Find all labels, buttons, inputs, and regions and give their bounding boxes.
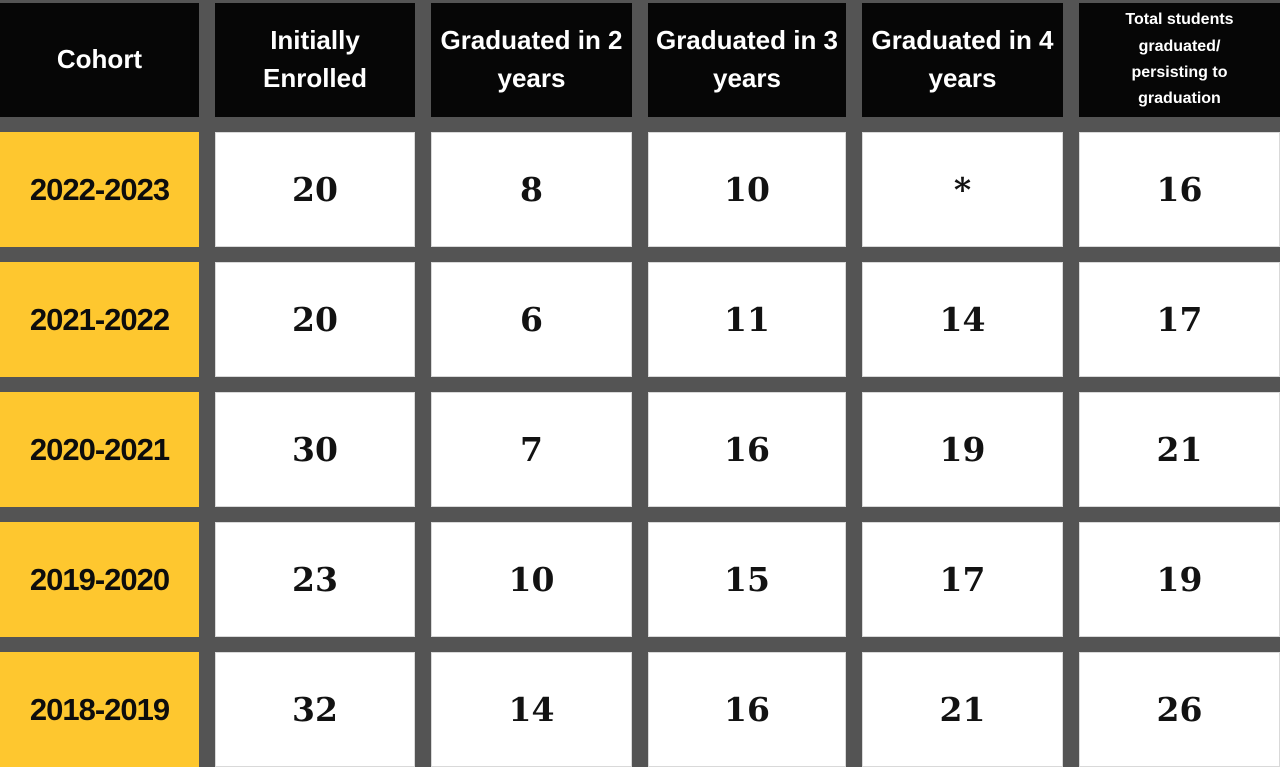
cell-value: 14 [508, 690, 555, 729]
cell-value: 19 [939, 430, 986, 469]
cell-value: 23 [292, 560, 338, 599]
cell-value: 32 [292, 690, 338, 729]
data-cell: 20 [215, 262, 415, 377]
cohort-cell: 2022-2023 [0, 132, 199, 247]
data-cell: 14 [431, 652, 632, 767]
data-cell: 14 [862, 262, 1063, 377]
header-cell-graduated-4-years: Graduated in 4 years [862, 3, 1063, 117]
cell-value: 17 [939, 560, 986, 599]
header-cell-cohort: Cohort [0, 3, 199, 117]
cell-value: 20 [292, 170, 338, 209]
data-cell: 17 [862, 522, 1063, 637]
cohort-label: 2019-2020 [29, 561, 170, 597]
cell-value: 6 [520, 300, 543, 339]
data-cell: 16 [648, 392, 846, 507]
data-cell: 16 [648, 652, 846, 767]
cell-value: 7 [520, 430, 543, 469]
data-cell: 26 [1079, 652, 1280, 767]
header-cell-total-graduated: Total students graduated/ persisting to … [1079, 3, 1280, 117]
cell-value: 8 [520, 170, 543, 209]
data-cell: 30 [215, 392, 415, 507]
cell-value: 16 [1156, 170, 1203, 209]
cell-value: 14 [939, 300, 986, 339]
header-cell-graduated-2-years: Graduated in 2 years [431, 3, 632, 117]
cell-value: 15 [724, 560, 770, 599]
header-label: Total students graduated/ persisting to … [1125, 11, 1234, 108]
cohort-cell: 2018-2019 [0, 652, 199, 767]
data-cell: 19 [1079, 522, 1280, 637]
data-cell: 23 [215, 522, 415, 637]
cohort-label: 2018-2019 [29, 691, 170, 727]
data-cell: 8 [431, 132, 632, 247]
cell-value: 11 [724, 300, 770, 339]
cohort-cell: 2020-2021 [0, 392, 199, 507]
cell-value: 21 [939, 690, 986, 729]
data-cell: 15 [648, 522, 846, 637]
data-cell: 32 [215, 652, 415, 767]
header-cell-initially-enrolled: Initially Enrolled [215, 3, 415, 117]
data-cell: 10 [648, 132, 846, 247]
data-cell: 20 [215, 132, 415, 247]
data-cell: 21 [1079, 392, 1280, 507]
cohort-cell: 2019-2020 [0, 522, 199, 637]
cohort-cell: 2021-2022 [0, 262, 199, 377]
cell-value: 10 [724, 170, 770, 209]
cell-value: 17 [1156, 300, 1203, 339]
cell-value: 30 [292, 430, 338, 469]
cell-value: 10 [508, 560, 555, 599]
data-cell: 19 [862, 392, 1063, 507]
data-cell: 10 [431, 522, 632, 637]
data-cell: 6 [431, 262, 632, 377]
cell-value: 16 [724, 430, 770, 469]
header-label: Initially Enrolled [262, 25, 367, 93]
header-label: Cohort [56, 44, 143, 75]
cell-value: 20 [292, 300, 338, 339]
cell-value: * [953, 170, 972, 209]
header-label: Graduated in 2 years [440, 25, 623, 93]
cell-value: 26 [1156, 690, 1203, 729]
cell-value: 21 [1156, 430, 1203, 469]
data-cell: 17 [1079, 262, 1280, 377]
header-label: Graduated in 4 years [871, 25, 1054, 93]
cohort-label: 2020-2021 [29, 431, 170, 467]
cohort-label: 2021-2022 [29, 301, 170, 337]
cell-value: 19 [1156, 560, 1203, 599]
data-cell: 11 [648, 262, 846, 377]
header-label: Graduated in 3 years [655, 25, 839, 93]
data-cell: 21 [862, 652, 1063, 767]
data-cell-suppressed: * [862, 132, 1063, 247]
cell-value: 16 [724, 690, 770, 729]
data-cell: 7 [431, 392, 632, 507]
data-cell: 16 [1079, 132, 1280, 247]
header-cell-graduated-3-years: Graduated in 3 years [648, 3, 846, 117]
cohort-label: 2022-2023 [29, 171, 170, 207]
